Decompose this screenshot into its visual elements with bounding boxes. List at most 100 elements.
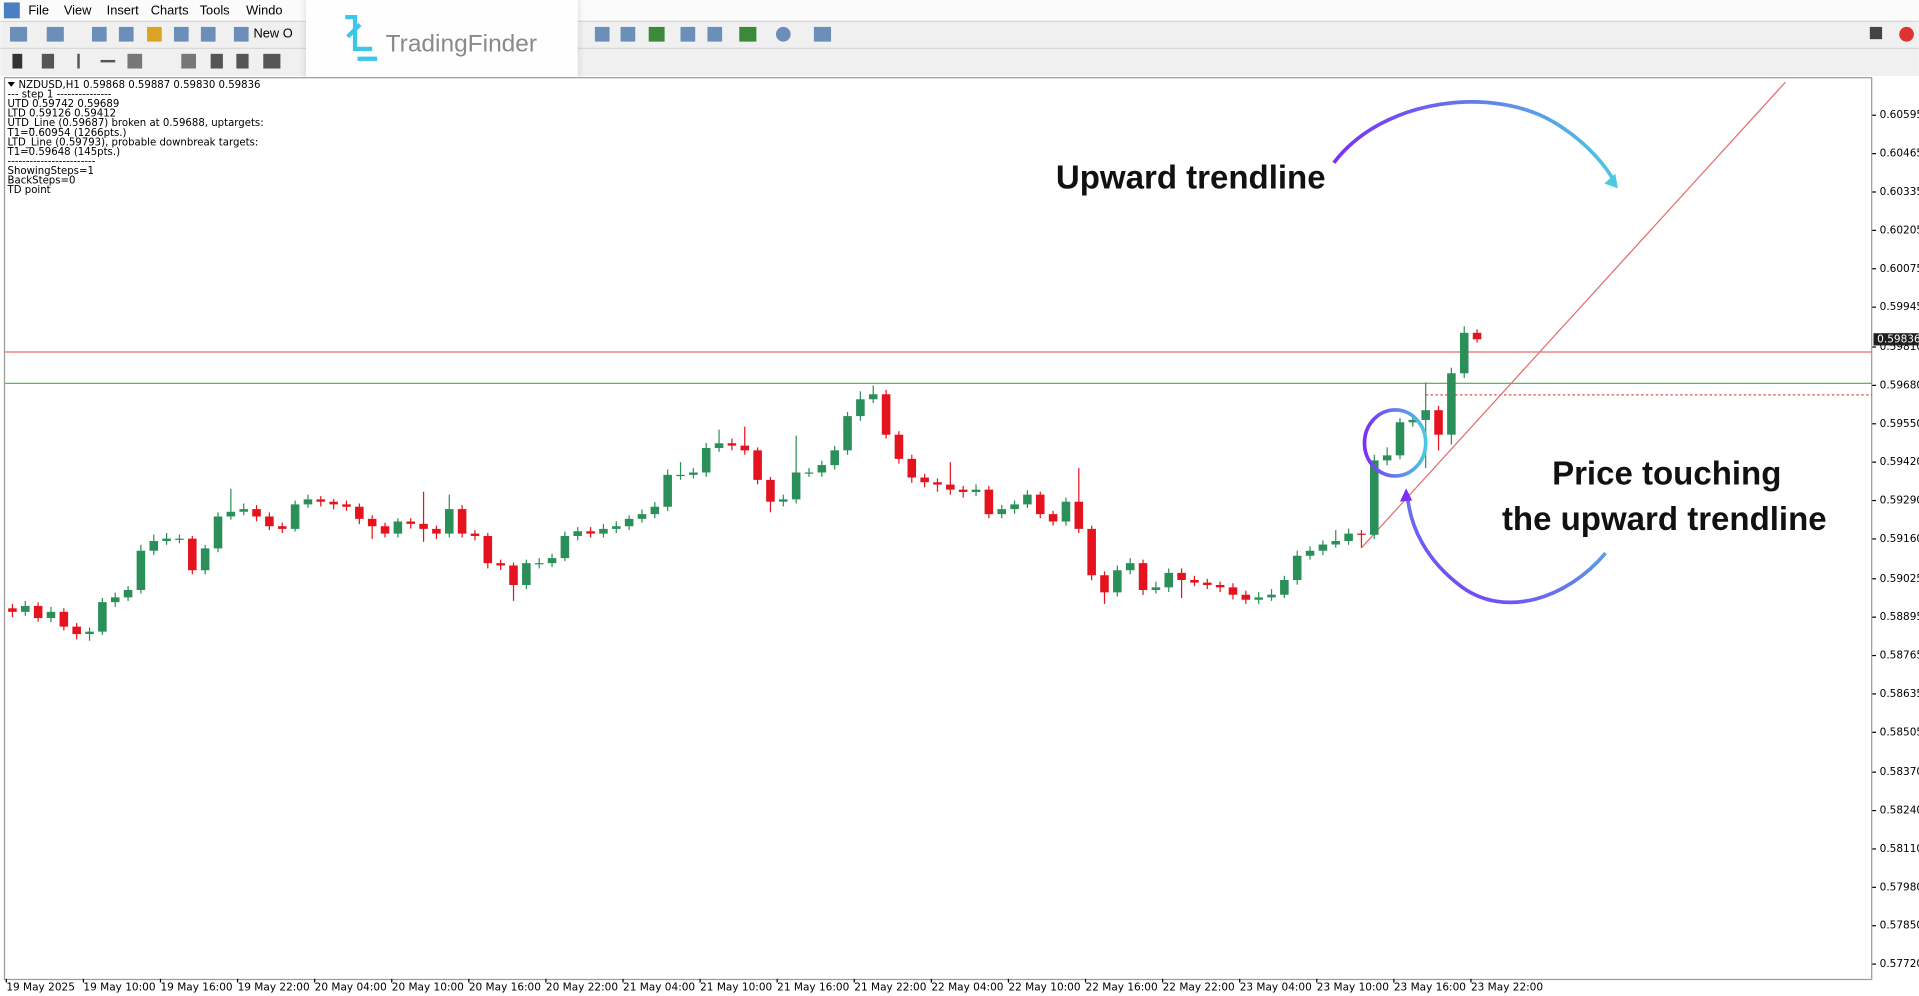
candle-body	[894, 434, 904, 459]
y-tick-label: 0.59160	[1880, 533, 1919, 545]
candle-body	[72, 626, 81, 634]
x-tick-label: 22 May 04:00	[931, 981, 1003, 993]
current-price-box	[1873, 333, 1919, 346]
toolbar-button[interactable]	[41, 53, 55, 69]
candle-body	[419, 523, 428, 529]
candle-body	[200, 548, 210, 571]
menu-item[interactable]: Insert	[107, 2, 140, 17]
candle-body	[1138, 563, 1148, 591]
toolbar-button[interactable]	[263, 53, 281, 69]
toolbar-button[interactable]	[813, 26, 832, 42]
info-line: BackSteps=0	[8, 175, 76, 186]
plot-area	[5, 81, 1873, 641]
menu-item[interactable]: Windo	[246, 2, 282, 17]
toolbar-button[interactable]	[9, 26, 28, 42]
candle-body	[920, 477, 929, 483]
candle-body	[714, 443, 724, 448]
candle-body	[98, 602, 107, 632]
toolbar-button[interactable]	[46, 26, 64, 42]
info-line: ShowingSteps=1	[8, 166, 94, 177]
annotation-arrow	[1332, 100, 1617, 185]
info-line: LTD_Line (0.59793), probable downbreak t…	[8, 137, 259, 148]
candle-body	[277, 526, 287, 529]
candle-body	[971, 489, 981, 492]
candle-body	[1241, 594, 1251, 600]
logo-panel	[306, 0, 578, 89]
candle-body	[791, 472, 801, 500]
candle-body	[1035, 494, 1045, 515]
toolbar-button[interactable]	[200, 26, 216, 42]
toolbar-button[interactable]	[77, 53, 80, 69]
toolbar-button[interactable]	[707, 26, 723, 42]
candle-body	[149, 540, 159, 551]
candle-body	[817, 465, 827, 473]
candle-body	[496, 563, 505, 566]
candle-body	[1459, 332, 1469, 374]
toolbar-button[interactable]	[648, 26, 665, 42]
candle-body	[110, 597, 120, 603]
candle-body	[457, 509, 467, 534]
toolbar-button[interactable]	[594, 26, 610, 42]
candle-body	[727, 443, 737, 446]
menu-bar	[0, 0, 1919, 21]
toolbar-label[interactable]: New O	[253, 26, 292, 41]
menu-item[interactable]: Tools	[200, 2, 230, 17]
candle-body	[881, 394, 891, 435]
candle-body	[701, 447, 711, 473]
y-tick-label: 0.58240	[1880, 805, 1919, 817]
x-tick-label: 20 May 22:00	[546, 981, 618, 993]
x-tick-label: 20 May 04:00	[315, 981, 387, 993]
toolbar-button[interactable]	[147, 26, 162, 42]
toolbar-button[interactable]	[739, 26, 757, 42]
candle-body	[290, 504, 300, 529]
menu-item[interactable]: View	[64, 2, 92, 17]
candle-body	[779, 499, 788, 502]
y-tick-label: 0.59945	[1880, 301, 1919, 313]
candle-body	[162, 538, 171, 541]
candle-body	[1113, 570, 1122, 593]
candle-body	[637, 514, 647, 519]
x-tick-label: 21 May 22:00	[854, 981, 926, 993]
candle-body	[534, 563, 544, 565]
toolbar-button[interactable]	[181, 53, 196, 69]
toolbar-button[interactable]	[233, 26, 249, 42]
candle-body	[1215, 584, 1225, 588]
candle-body	[33, 605, 43, 619]
notification-button[interactable]	[1899, 26, 1914, 42]
annotation-arrow	[1405, 494, 1607, 605]
arrow-head	[1399, 488, 1413, 502]
candle-body	[612, 526, 621, 529]
search-button[interactable]	[1869, 26, 1883, 40]
candle-body	[1395, 422, 1405, 456]
toolbar-button[interactable]	[173, 26, 189, 42]
y-tick-label: 0.60595	[1880, 109, 1919, 121]
x-tick-label: 23 May 22:00	[1471, 981, 1543, 993]
y-tick-label: 0.60205	[1880, 224, 1919, 236]
toolbar-button[interactable]	[210, 53, 223, 69]
toolbar-button[interactable]	[91, 26, 107, 42]
y-tick-label: 0.58370	[1880, 766, 1919, 778]
toolbar-button[interactable]	[100, 59, 116, 63]
menu-item[interactable]: Charts	[151, 2, 189, 17]
x-tick-label: 20 May 16:00	[469, 981, 541, 993]
candle-body	[1228, 587, 1238, 595]
toolbar-button[interactable]	[680, 26, 696, 42]
info-line: NZDUSD,H1 0.59868 0.59887 0.59830 0.5983…	[19, 80, 261, 91]
menu-item[interactable]: File	[28, 2, 49, 17]
candle-body	[1151, 587, 1161, 591]
logo-text: TradingFinder	[386, 31, 537, 58]
toolbar-button[interactable]	[12, 53, 23, 69]
toolbar-button[interactable]	[620, 26, 636, 42]
candle-body	[856, 399, 865, 417]
info-line: UTD_Line (0.59687) broken at 0.59688, up…	[8, 118, 264, 129]
toolbar-button[interactable]	[236, 53, 249, 69]
y-tick-label: 0.58110	[1880, 843, 1919, 855]
x-tick-label: 23 May 04:00	[1240, 981, 1312, 993]
toolbar-button[interactable]	[118, 26, 134, 42]
x-tick-label: 19 May 2025	[6, 981, 75, 993]
candle-body	[1100, 575, 1109, 593]
candle-body	[367, 518, 377, 527]
toolbar-button[interactable]	[775, 26, 791, 42]
candle-body	[547, 558, 557, 564]
toolbar-button[interactable]	[127, 53, 143, 69]
